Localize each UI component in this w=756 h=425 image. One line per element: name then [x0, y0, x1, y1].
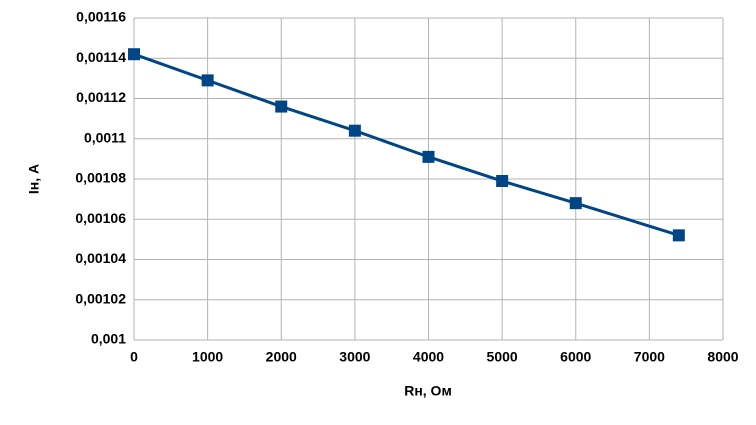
- y-tick-label: 0,00102: [75, 290, 126, 306]
- x-tick-label: 0: [130, 349, 138, 365]
- marker: [496, 175, 509, 188]
- y-tick-label: 0,00114: [76, 49, 126, 65]
- y-tick-label: 0,00104: [75, 250, 126, 266]
- x-tick-label: 8000: [707, 349, 738, 365]
- marker: [201, 74, 214, 87]
- y-tick-label: 0,00108: [75, 170, 126, 186]
- marker: [422, 150, 435, 163]
- y-tick-label: 0,00112: [76, 89, 126, 105]
- x-tick-label: 3000: [339, 349, 370, 365]
- y-tick-label: 0,001: [91, 331, 126, 347]
- x-tick-label: 1000: [192, 349, 223, 365]
- y-tick-label: 0,0011: [84, 129, 126, 145]
- x-tick-label: 6000: [560, 349, 591, 365]
- x-tick-label: 5000: [487, 349, 518, 365]
- marker: [128, 48, 140, 61]
- x-axis-title: Rн, Ом: [404, 383, 452, 399]
- y-axis-title: Iн, А: [26, 164, 42, 194]
- x-tick-label: 2000: [266, 349, 297, 365]
- y-tick-label: 0,00116: [76, 9, 126, 25]
- marker: [348, 124, 361, 137]
- marker: [275, 100, 288, 113]
- x-tick-label: 4000: [413, 349, 444, 365]
- line: [133, 52, 680, 237]
- marker: [672, 229, 685, 242]
- x-tick-label: 7000: [634, 349, 665, 365]
- marker: [569, 197, 582, 210]
- y-tick-label: 0,00106: [75, 210, 126, 226]
